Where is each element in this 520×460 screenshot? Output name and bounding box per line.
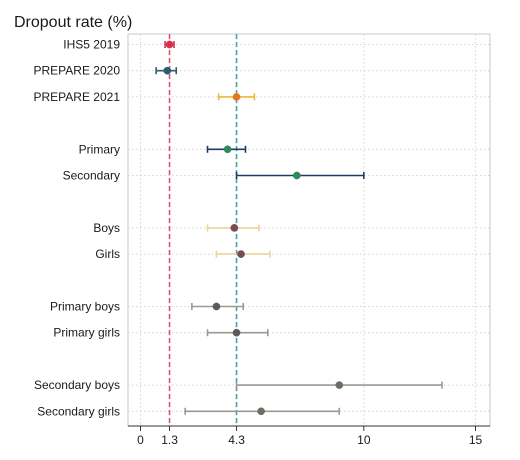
data-point <box>230 224 239 232</box>
grid <box>127 33 491 427</box>
row-label: Primary boys <box>50 300 120 314</box>
x-axis: 0 1.3 4.3 10 15 <box>128 425 490 447</box>
chart-title: Dropout rate (%) <box>14 14 132 31</box>
row-label: PREPARE 2020 <box>34 64 121 78</box>
data-point <box>163 66 172 75</box>
x-tick-label: 15 <box>469 433 483 447</box>
row-label: Secondary girls <box>37 404 120 418</box>
x-tick-label: 4.3 <box>228 433 245 447</box>
data-point <box>237 250 245 258</box>
data-point <box>212 302 221 311</box>
row-labels: IHS5 2019 PREPARE 2020 PREPARE 2021 Primary… <box>34 38 121 419</box>
data-point <box>232 328 241 337</box>
row-label: Secondary <box>63 169 120 183</box>
data-point <box>257 407 265 416</box>
x-tick-label: 10 <box>357 433 371 447</box>
row-label: Girls <box>95 247 120 261</box>
row-label: Primary <box>79 142 120 156</box>
data-point <box>335 381 344 389</box>
row-label: Boys <box>93 221 120 235</box>
x-tick-label: 1.3 <box>161 433 178 447</box>
row-label: PREPARE 2021 <box>34 90 121 104</box>
row-label: IHS5 2019 <box>63 38 120 52</box>
data-point <box>292 171 301 180</box>
reference-lines <box>168 34 238 426</box>
plot-frame <box>127 33 491 427</box>
row-label: Secondary boys <box>34 378 120 392</box>
x-tick-label: 0 <box>137 433 144 447</box>
row-label: Primary girls <box>53 326 120 340</box>
data-point <box>232 93 241 101</box>
error-bars <box>155 41 443 415</box>
data-point <box>223 145 232 154</box>
points <box>163 40 344 416</box>
data-point <box>165 40 174 49</box>
